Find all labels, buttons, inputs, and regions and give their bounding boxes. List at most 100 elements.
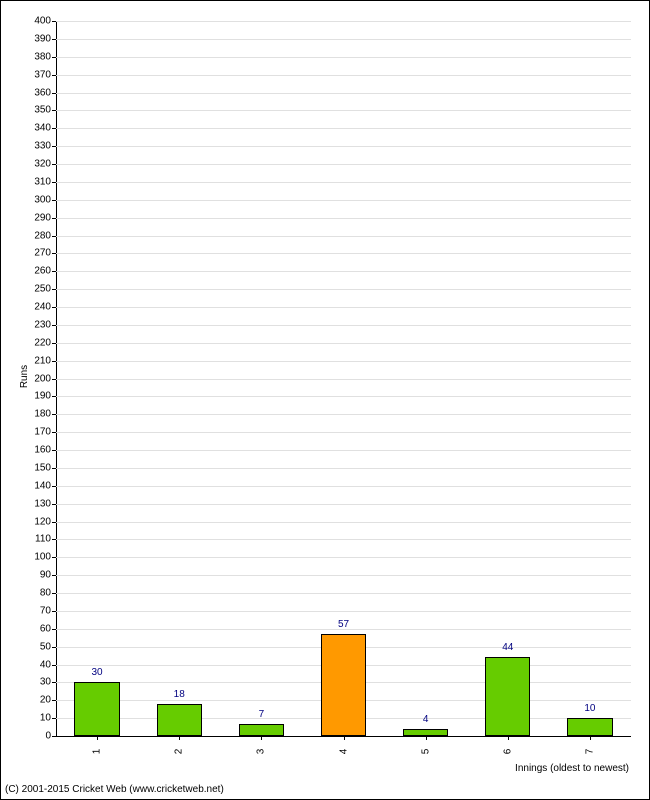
y-axis-tick [52,647,56,648]
gridline [56,611,631,612]
plot-area: 301875744410 [56,21,631,737]
y-tick-label: 340 [11,123,51,134]
bar-value-label: 7 [259,709,265,720]
y-axis-tick [52,414,56,415]
gridline [56,93,631,94]
y-tick-label: 200 [11,373,51,384]
y-tick-label: 80 [11,588,51,599]
y-axis-tick [52,504,56,505]
bar [485,657,530,736]
y-tick-label: 180 [11,409,51,420]
x-tick-label: 4 [338,749,349,755]
x-tick-label: 3 [256,749,267,755]
y-tick-label: 10 [11,713,51,724]
y-tick-label: 350 [11,105,51,116]
bar-value-label: 57 [338,619,349,630]
gridline [56,182,631,183]
y-axis-tick [52,253,56,254]
gridline [56,146,631,147]
y-tick-label: 310 [11,176,51,187]
gridline [56,343,631,344]
y-tick-label: 70 [11,605,51,616]
y-axis-tick [52,522,56,523]
x-axis-title: Innings (oldest to newest) [515,763,629,774]
y-axis-tick [52,718,56,719]
y-tick-label: 250 [11,284,51,295]
gridline [56,575,631,576]
x-axis-tick [97,736,98,740]
gridline [56,468,631,469]
y-axis-tick [52,57,56,58]
y-axis-tick [52,307,56,308]
gridline [56,414,631,415]
y-tick-label: 110 [11,534,51,545]
y-axis-tick [52,700,56,701]
y-tick-label: 160 [11,445,51,456]
gridline [56,432,631,433]
gridline [56,307,631,308]
gridline [56,236,631,237]
y-axis-tick [52,432,56,433]
bar-value-label: 4 [423,714,429,725]
gridline [56,21,631,22]
y-tick-label: 140 [11,480,51,491]
gridline [56,253,631,254]
y-axis-tick [52,39,56,40]
y-tick-label: 400 [11,16,51,27]
y-axis-tick [52,271,56,272]
y-axis-tick [52,665,56,666]
y-axis-tick [52,325,56,326]
y-axis-tick [52,236,56,237]
y-tick-label: 280 [11,230,51,241]
y-axis-tick [52,629,56,630]
x-axis-tick [426,736,427,740]
y-tick-label: 380 [11,51,51,62]
bar [239,724,284,737]
gridline [56,75,631,76]
y-axis-tick [52,146,56,147]
y-tick-label: 230 [11,319,51,330]
y-tick-label: 50 [11,641,51,652]
x-tick-label: 1 [92,749,103,755]
y-tick-label: 0 [11,731,51,742]
y-axis-tick [52,611,56,612]
bar-value-label: 44 [502,642,513,653]
gridline [56,557,631,558]
gridline [56,593,631,594]
x-axis-tick [179,736,180,740]
gridline [56,325,631,326]
gridline [56,486,631,487]
gridline [56,271,631,272]
y-axis-tick [52,361,56,362]
gridline [56,200,631,201]
gridline [56,450,631,451]
bar [74,682,119,736]
gridline [56,379,631,380]
y-axis-tick [52,182,56,183]
gridline [56,128,631,129]
copyright-text: (C) 2001-2015 Cricket Web (www.cricketwe… [5,784,224,795]
y-tick-label: 390 [11,33,51,44]
gridline [56,522,631,523]
y-axis-tick [52,110,56,111]
y-tick-label: 360 [11,87,51,98]
y-axis-tick [52,468,56,469]
bar [157,704,202,736]
y-tick-label: 290 [11,212,51,223]
bar-value-label: 18 [174,689,185,700]
gridline [56,218,631,219]
y-axis-tick [52,593,56,594]
y-tick-label: 300 [11,194,51,205]
y-tick-label: 90 [11,570,51,581]
y-tick-label: 330 [11,141,51,152]
gridline [56,396,631,397]
bar [567,718,612,736]
y-axis-tick [52,575,56,576]
x-tick-label: 5 [420,749,431,755]
y-axis-tick [52,164,56,165]
y-tick-label: 150 [11,462,51,473]
y-tick-label: 20 [11,695,51,706]
y-axis-tick [52,93,56,94]
y-axis-tick [52,75,56,76]
y-tick-label: 270 [11,248,51,259]
